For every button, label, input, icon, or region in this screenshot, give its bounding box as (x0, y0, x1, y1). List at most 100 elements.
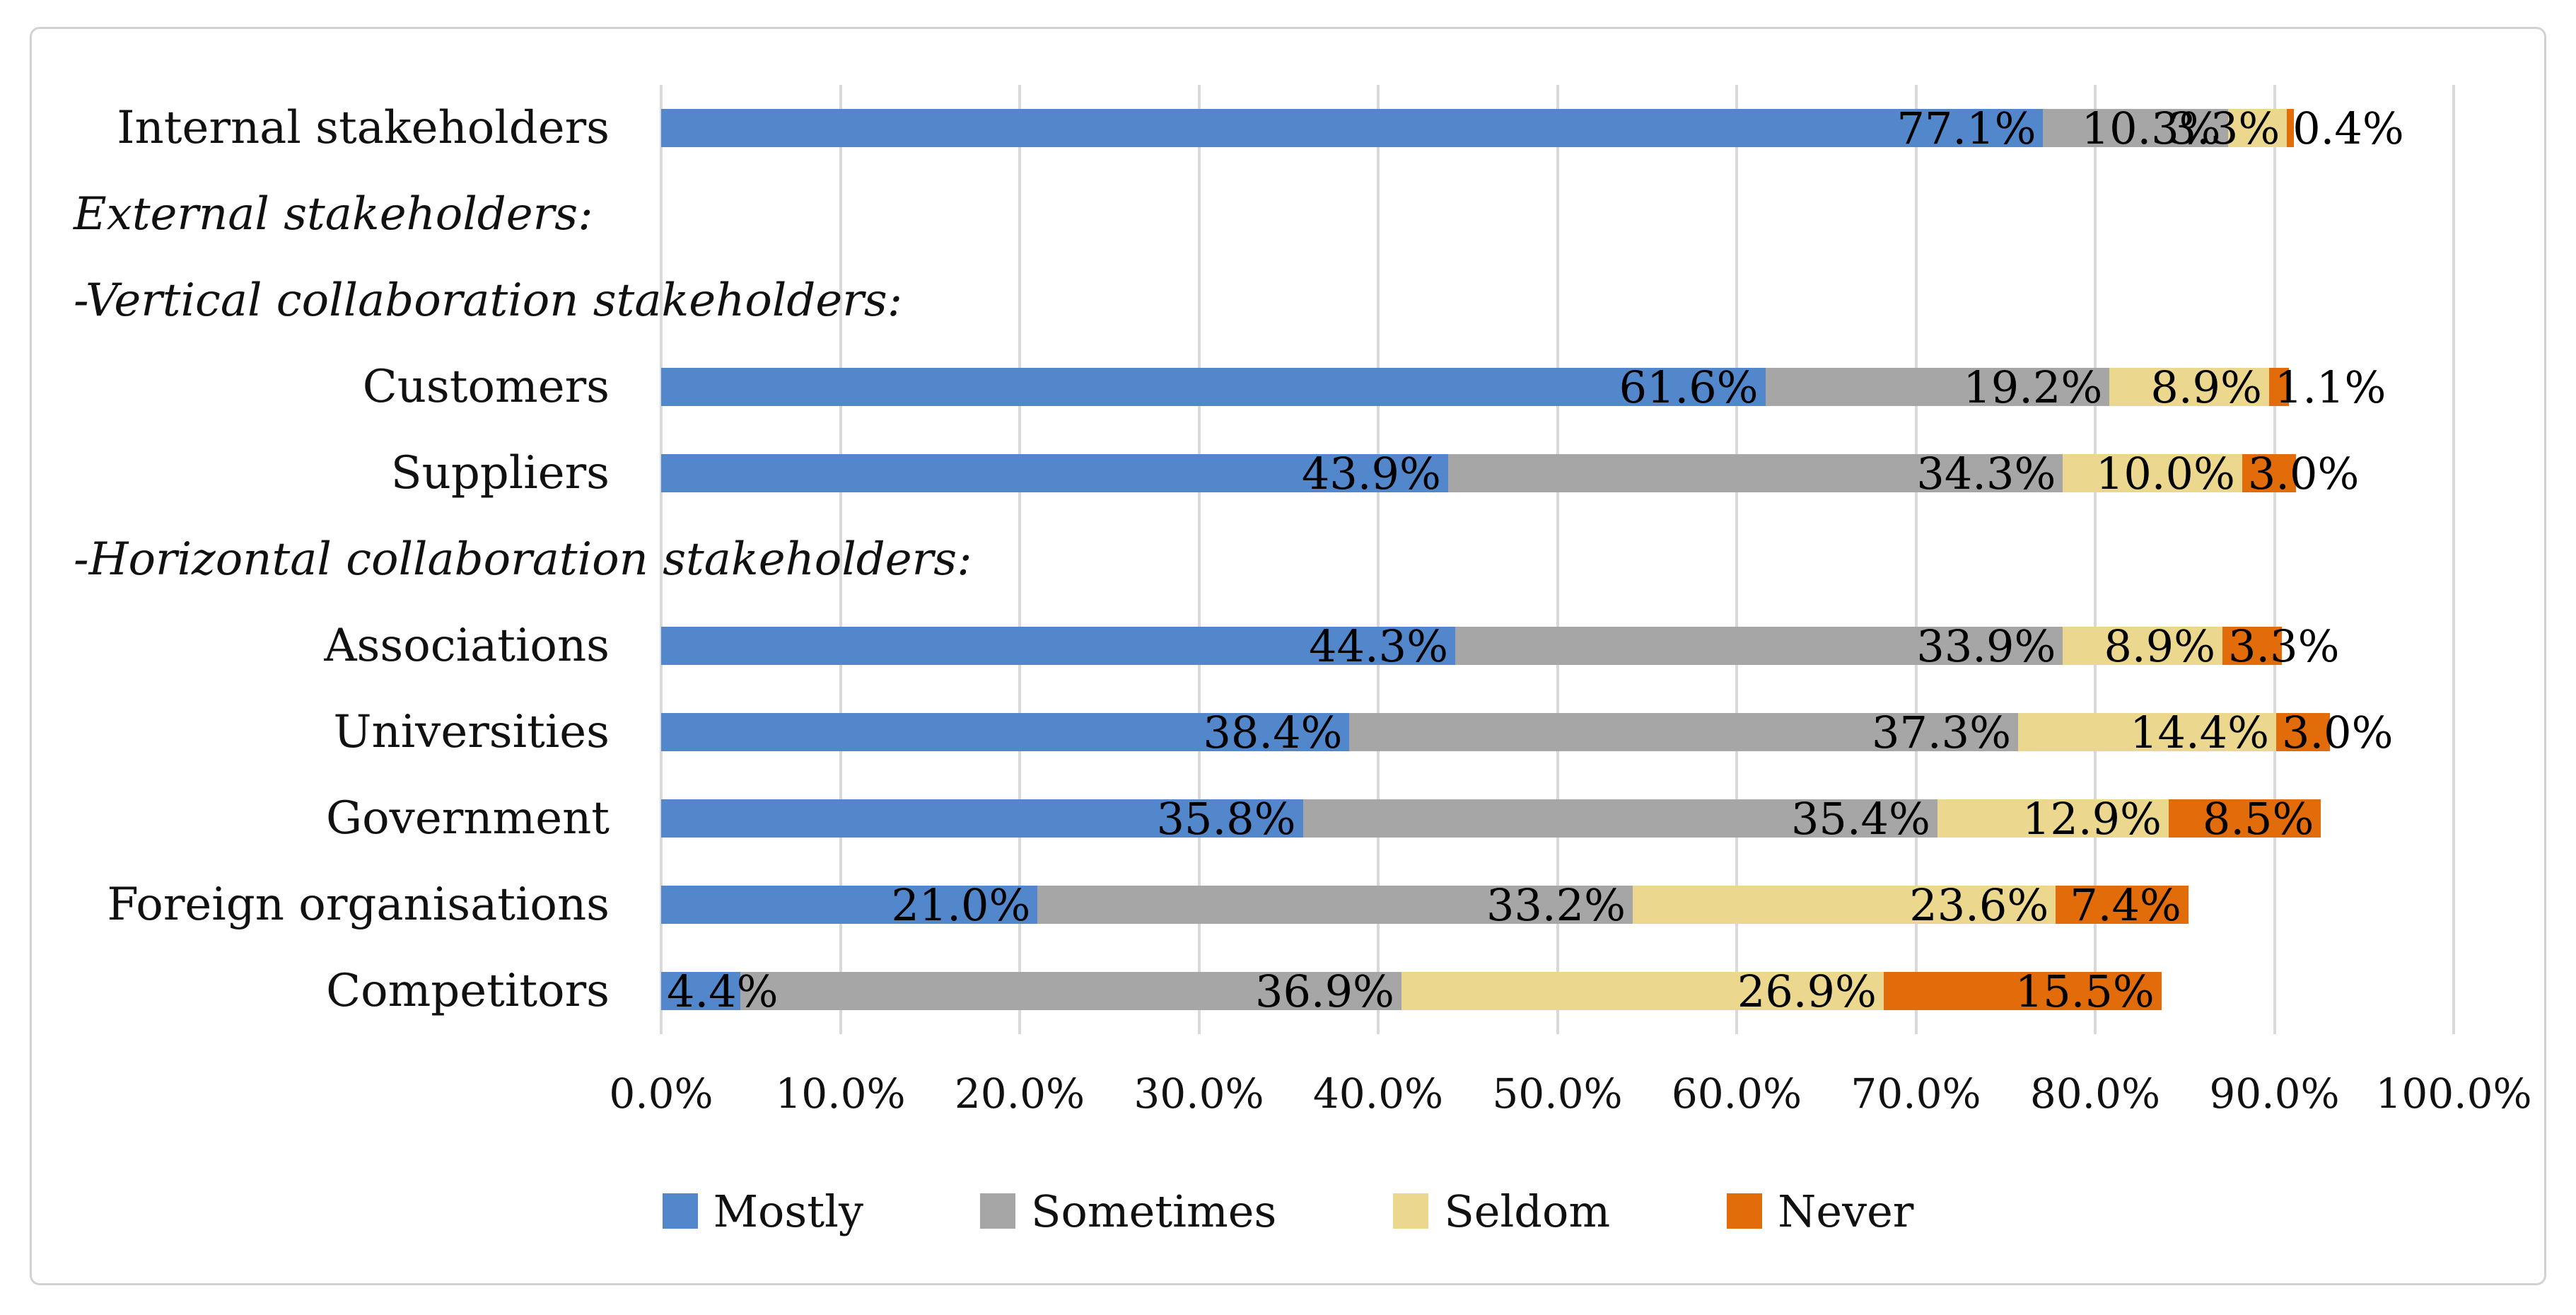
value-label-sometimes: 36.9% (1255, 965, 1394, 1017)
legend-item-sometimes: Sometimes (979, 1185, 1277, 1237)
value-label-sometimes: 34.3% (1916, 447, 2056, 499)
legend-label: Seldom (1444, 1185, 1611, 1237)
value-label-never: 15.5% (2015, 965, 2155, 1017)
bar-track: 61.6% 19.2% 8.9% 1.1% (661, 361, 2454, 413)
bar-track: 35.8% 35.4% 12.9% 8.5% (661, 792, 2454, 845)
x-axis-tick-label: 10.0% (775, 1070, 906, 1118)
legend-item-seldom: Seldom (1393, 1186, 1610, 1237)
value-label-sometimes: 33.9% (1916, 620, 2056, 672)
value-label-never: 7.4% (2070, 879, 2181, 931)
legend-item-never: Never (1727, 1186, 1913, 1237)
bar-segment-mostly (661, 368, 1766, 406)
bar-segment-mostly (661, 627, 1455, 665)
bar-segment-sometimes (1037, 886, 1633, 924)
value-label-sometimes: 37.3% (1872, 706, 2011, 758)
x-axis-tick-label: 90.0% (2209, 1070, 2340, 1118)
value-label-seldom: 14.4% (2130, 706, 2270, 758)
bar-segment-mostly (661, 109, 2044, 147)
x-axis-tick-label: 0.0% (609, 1070, 713, 1118)
value-label-seldom: 8.9% (2104, 620, 2215, 672)
value-label-seldom: 10.0% (2095, 447, 2235, 499)
value-label-never: 0.4% (2292, 102, 2404, 154)
x-axis-tick-label: 100.0% (2375, 1070, 2532, 1118)
bar-segment-never (2287, 109, 2295, 147)
bar-segment-mostly (661, 713, 1350, 751)
bar-segment-sometimes (2043, 109, 2228, 147)
value-label-seldom: 23.6% (1909, 879, 2049, 931)
value-label-seldom: 12.9% (2022, 792, 2162, 845)
bar-segment-never (2276, 713, 2331, 751)
category-label: Universities (333, 706, 610, 758)
value-label-mostly: 4.4% (667, 965, 779, 1017)
bar-track: 38.4% 37.3% 14.4% 3.0% (661, 706, 2454, 758)
bar-segment-seldom (2017, 713, 2277, 751)
bar-segment-sometimes (1447, 454, 2063, 492)
gridline (839, 85, 842, 1034)
legend-swatch-sometimes (979, 1193, 1015, 1229)
bar-track: 77.1% 10.3% 3.3% 0.4% (661, 102, 2454, 154)
bar-segment-seldom (2063, 454, 2242, 492)
bar-segment-mostly (661, 972, 740, 1010)
gridline (2452, 85, 2455, 1034)
legend-swatch-seldom (1393, 1193, 1429, 1229)
bar-segment-sometimes (1302, 799, 1937, 838)
gridline (1556, 85, 1559, 1034)
value-label-never: 3.0% (2247, 447, 2360, 499)
gridline (2273, 85, 2276, 1034)
value-label-mostly: 38.4% (1203, 706, 1343, 758)
legend-label: Mostly (713, 1185, 863, 1237)
gridline (660, 85, 663, 1034)
legend-swatch-never (1727, 1193, 1763, 1229)
legend: Mostly Sometimes Seldom Never (0, 1169, 2576, 1253)
legend-label: Never (1778, 1185, 1914, 1237)
plot-area (660, 85, 2455, 1034)
category-group-header: -Vertical collaboration stakeholders: (74, 274, 903, 327)
legend-item-mostly: Mostly (662, 1185, 863, 1237)
value-label-mostly: 77.1% (1896, 102, 2036, 154)
bar-segment-never (2268, 368, 2289, 406)
bar-segment-mostly (661, 799, 1303, 838)
value-label-never: 3.0% (2282, 706, 2394, 758)
x-axis-tick-label: 50.0% (1492, 1070, 1623, 1118)
category-label: Associations (324, 620, 610, 672)
bar-segment-seldom (2227, 109, 2287, 147)
value-label-never: 3.3% (2227, 620, 2340, 672)
bar-track: 4.4% 36.9% 26.9% 15.5% (661, 965, 2454, 1017)
value-label-mostly: 35.8% (1156, 792, 1296, 845)
x-axis-tick-label: 80.0% (2029, 1070, 2161, 1118)
bar-segment-sometimes (740, 972, 1401, 1010)
value-label-seldom: 26.9% (1737, 965, 1877, 1017)
x-axis-tick-label: 40.0% (1312, 1070, 1444, 1118)
category-group-header: -Horizontal collaboration stakeholders: (74, 533, 972, 586)
category-label: Customers (362, 361, 610, 413)
bar-segment-never (2242, 454, 2296, 492)
category-label: Government (326, 792, 610, 845)
value-label-seldom: 3.3% (2168, 102, 2280, 154)
category-label: Foreign organisations (107, 879, 610, 931)
category-label: Competitors (326, 965, 610, 1017)
category-label: Suppliers (390, 447, 610, 499)
bar-segment-sometimes (1765, 368, 2110, 406)
value-label-sometimes: 10.3% (2081, 102, 2221, 154)
gridline (1735, 85, 1738, 1034)
x-axis-tick-label: 60.0% (1671, 1070, 1802, 1118)
bar-segment-never (1883, 972, 2162, 1010)
x-axis-tick-label: 30.0% (1133, 1070, 1264, 1118)
gridline (1377, 85, 1380, 1034)
x-axis-tick-label: 70.0% (1851, 1070, 1981, 1118)
bar-segment-seldom (1937, 799, 2169, 838)
value-label-mostly: 44.3% (1309, 620, 1449, 672)
value-label-mostly: 43.9% (1301, 447, 1441, 499)
legend-label: Sometimes (1030, 1185, 1277, 1237)
bar-segment-mostly (661, 454, 1448, 492)
bar-segment-sometimes (1349, 713, 2018, 751)
bar-segment-sometimes (1455, 627, 2063, 665)
bar-track: 43.9% 34.3% 10.0% 3.0% (661, 447, 2454, 499)
bar-segment-never (2222, 627, 2282, 665)
bar-segment-seldom (2063, 627, 2222, 665)
value-label-mostly: 21.0% (891, 879, 1031, 931)
value-label-never: 1.1% (2274, 361, 2386, 413)
gridline (1197, 85, 1201, 1034)
category-label: Internal stakeholders (117, 102, 610, 154)
